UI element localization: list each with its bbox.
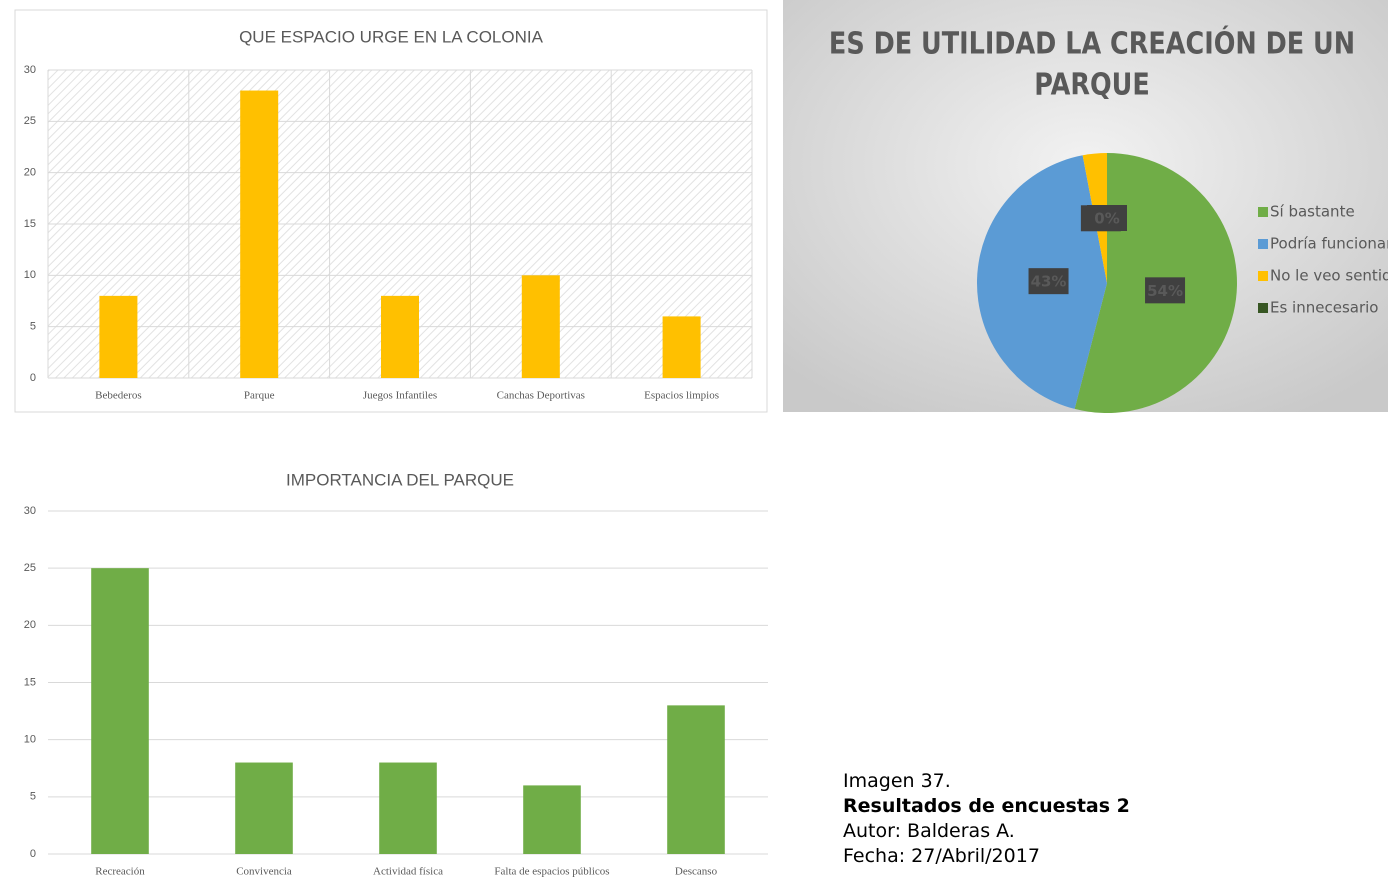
y-tick-label: 10 xyxy=(24,734,36,746)
x-tick-label: Convivencia xyxy=(236,866,292,878)
x-tick-label: Descanso xyxy=(675,866,718,878)
title-line: PARQUE xyxy=(1034,67,1149,103)
y-tick-label: 15 xyxy=(24,218,36,230)
data-label: 43% xyxy=(1031,273,1067,291)
legend-swatch xyxy=(1258,239,1268,249)
legend-label: Sí bastante xyxy=(1270,203,1355,221)
bar xyxy=(521,275,560,378)
bar xyxy=(379,762,437,854)
y-tick-label: 0 xyxy=(30,372,36,384)
caption-title: Resultados de encuestas 2 xyxy=(843,795,1130,817)
data-label-box xyxy=(1028,268,1069,295)
x-tick-label: Espacios limpios xyxy=(644,390,719,402)
x-tick-label: Canchas Deportivas xyxy=(497,390,585,402)
chart-title: ES DE UTILIDAD LA CREACIÓN DE UN PARQUE xyxy=(829,25,1355,103)
title-line: ES DE UTILIDAD LA CREACIÓN DE UN xyxy=(829,25,1355,62)
legend-label: No le veo sentido xyxy=(1270,267,1388,285)
bar xyxy=(91,568,149,854)
data-label-box xyxy=(1145,277,1186,304)
y-tick-label: 30 xyxy=(24,505,36,517)
caption-date: Fecha: 27/Abril/2017 xyxy=(843,845,1040,867)
bar xyxy=(662,316,701,378)
x-tick-label: Falta de espacios públicos xyxy=(494,866,609,878)
legend-label: Es innecesario xyxy=(1270,299,1378,317)
y-tick-label: 30 xyxy=(24,64,36,76)
bar xyxy=(99,295,138,378)
y-tick-label: 25 xyxy=(24,562,36,574)
bar xyxy=(240,90,279,379)
data-label: 54% xyxy=(1147,282,1183,300)
y-tick-label: 25 xyxy=(24,115,36,127)
x-tick-label: Juegos Infantiles xyxy=(363,390,437,402)
caption-number: Imagen 37. xyxy=(843,770,951,792)
caption-author: Autor: Balderas A. xyxy=(843,820,1015,842)
legend-label: Podría funcionar xyxy=(1270,235,1388,253)
bar xyxy=(235,762,293,854)
bar xyxy=(523,785,581,854)
bar xyxy=(380,295,420,378)
y-tick-label: 10 xyxy=(24,269,36,281)
legend-swatch xyxy=(1258,207,1268,217)
chart-title: QUE ESPACIO URGE EN LA COLONIA xyxy=(239,27,544,46)
x-tick-label: Recreación xyxy=(95,866,145,878)
data-label-box xyxy=(1087,205,1127,231)
legend-swatch xyxy=(1258,271,1268,281)
data-label: 0% xyxy=(1094,210,1119,228)
x-tick-label: Bebederos xyxy=(95,390,141,402)
y-tick-label: 5 xyxy=(30,791,36,803)
chart-title: IMPORTANCIA DEL PARQUE xyxy=(286,470,514,489)
x-tick-label: Parque xyxy=(244,390,275,402)
y-tick-label: 0 xyxy=(30,848,36,860)
y-tick-label: 15 xyxy=(24,676,36,688)
y-tick-label: 5 xyxy=(30,321,36,333)
x-tick-label: Actividad física xyxy=(373,866,443,878)
y-tick-label: 20 xyxy=(24,619,36,631)
y-tick-label: 20 xyxy=(24,167,36,179)
legend-swatch xyxy=(1258,303,1268,313)
bar xyxy=(667,705,725,854)
